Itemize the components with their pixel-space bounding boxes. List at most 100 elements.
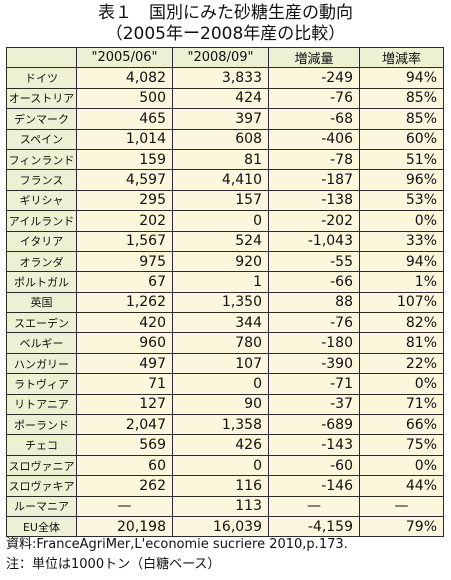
table-row: オランダ 975 920 -55 94% (6, 250, 444, 273)
change-cell: -78 (268, 148, 360, 171)
table-row: ラトヴィア 71 0 -71 0% (6, 373, 444, 395)
change-cell: -202 (268, 210, 360, 232)
value-2005-cell: 500 (76, 87, 173, 110)
value-2005-cell: 202 (76, 210, 173, 232)
value-2008-cell: 3,833 (172, 67, 269, 89)
change-cell: — (268, 495, 360, 517)
rate-cell: 107% (359, 291, 444, 314)
country-cell: 英国 (6, 291, 77, 314)
rate-cell: 85% (359, 87, 444, 110)
country-cell: スエーデン (6, 312, 77, 334)
rate-cell: 0% (359, 373, 444, 395)
country-cell: ベルギー (6, 332, 77, 354)
header-change: 増減量 (268, 46, 360, 69)
rate-cell: 60% (359, 128, 444, 150)
value-2005-cell: 2,047 (76, 414, 173, 436)
value-2005-cell: 465 (76, 108, 173, 130)
country-cell: フィンランド (6, 148, 77, 171)
change-cell: -406 (268, 128, 360, 150)
value-2005-cell: 975 (76, 250, 173, 273)
change-cell: -76 (268, 312, 360, 334)
value-2008-cell: 4,410 (172, 169, 269, 191)
value-2008-cell: 524 (172, 230, 269, 252)
value-2005-cell: — (76, 495, 173, 517)
country-cell: チェコ (6, 434, 77, 456)
rate-cell: 96% (359, 169, 444, 191)
value-2005-cell: 1,014 (76, 128, 173, 150)
rate-cell: 66% (359, 414, 444, 436)
table-row: オーストリア 500 424 -76 85% (6, 87, 444, 110)
country-cell: スロヴァニア (6, 454, 77, 477)
country-cell: ポーランド (6, 414, 77, 436)
country-cell: イタリア (6, 230, 77, 252)
country-cell: スロヴァキア (6, 475, 77, 497)
change-cell: -55 (268, 250, 360, 273)
value-2005-cell: 20,198 (76, 515, 173, 538)
country-cell: リトアニア (6, 393, 77, 416)
country-cell: ギリシャ (6, 189, 77, 212)
table-row: ベルギー 960 780 -180 81% (6, 332, 444, 354)
value-2008-cell: 116 (172, 475, 269, 497)
country-cell: アイルランド (6, 210, 77, 232)
rate-cell: 1% (359, 271, 444, 293)
rate-cell: 33% (359, 230, 444, 252)
rate-cell: 94% (359, 67, 444, 89)
country-cell: ラトヴィア (6, 373, 77, 395)
value-2008-cell: 16,039 (172, 515, 269, 538)
value-2008-cell: 107 (172, 352, 269, 375)
change-cell: -60 (268, 454, 360, 477)
country-cell: デンマーク (6, 108, 77, 130)
value-2005-cell: 67 (76, 271, 173, 293)
rate-cell: 94% (359, 250, 444, 273)
value-2008-cell: 1,358 (172, 414, 269, 436)
change-cell: -71 (268, 373, 360, 395)
value-2008-cell: 424 (172, 87, 269, 110)
table-row: ドイツ 4,082 3,833 -249 94% (6, 67, 444, 89)
table-row: ポーランド 2,047 1,358 -689 66% (6, 414, 444, 436)
table-title: 表１ 国別にみた砂糖生産の動向 (98, 3, 353, 23)
header-2008: "2008/09" (172, 46, 269, 69)
rate-cell: 22% (359, 352, 444, 375)
country-cell: ハンガリー (6, 352, 77, 375)
value-2005-cell: 4,082 (76, 67, 173, 89)
value-2008-cell: 113 (172, 495, 269, 517)
change-cell: -143 (268, 434, 360, 456)
value-2008-cell: 426 (172, 434, 269, 456)
table-row: ハンガリー 497 107 -390 22% (6, 352, 444, 375)
value-2005-cell: 1,262 (76, 291, 173, 314)
rate-cell: 85% (359, 108, 444, 130)
value-2005-cell: 497 (76, 352, 173, 375)
change-cell: -37 (268, 393, 360, 416)
rate-cell: 82% (359, 312, 444, 334)
unit-note: 注：単位は1000トン（白糖ベース） (6, 557, 221, 572)
value-2008-cell: 81 (172, 148, 269, 171)
header-rate: 増減率 (359, 46, 444, 69)
value-2005-cell: 159 (76, 148, 173, 171)
rate-cell: — (359, 495, 444, 517)
change-cell: -138 (268, 189, 360, 212)
value-2008-cell: 397 (172, 108, 269, 130)
country-cell: オランダ (6, 250, 77, 273)
value-2005-cell: 60 (76, 454, 173, 477)
country-cell: EU全体 (6, 515, 77, 538)
change-cell: -390 (268, 352, 360, 375)
value-2005-cell: 569 (76, 434, 173, 456)
value-2008-cell: 1 (172, 271, 269, 293)
value-2005-cell: 262 (76, 475, 173, 497)
change-cell: 88 (268, 291, 360, 314)
value-2005-cell: 127 (76, 393, 173, 416)
table-row: リトアニア 127 90 -37 71% (6, 393, 444, 416)
rate-cell: 44% (359, 475, 444, 497)
country-cell: オーストリア (6, 87, 77, 110)
sugar-production-table: "2005/06" "2008/09" 増減量 増減率 ドイツ 4,082 3,83… (6, 46, 444, 538)
rate-cell: 0% (359, 210, 444, 232)
table-row: フィンランド 159 81 -78 51% (6, 148, 444, 171)
country-cell: フランス (6, 169, 77, 191)
table-row: スペイン 1,014 608 -406 60% (6, 128, 444, 150)
table-row: デンマーク 465 397 -68 85% (6, 108, 444, 130)
value-2008-cell: 1,350 (172, 291, 269, 314)
value-2008-cell: 344 (172, 312, 269, 334)
change-cell: -146 (268, 475, 360, 497)
country-cell: ポルトガル (6, 271, 77, 293)
table-row: 英国 1,262 1,350 88 107% (6, 291, 444, 314)
